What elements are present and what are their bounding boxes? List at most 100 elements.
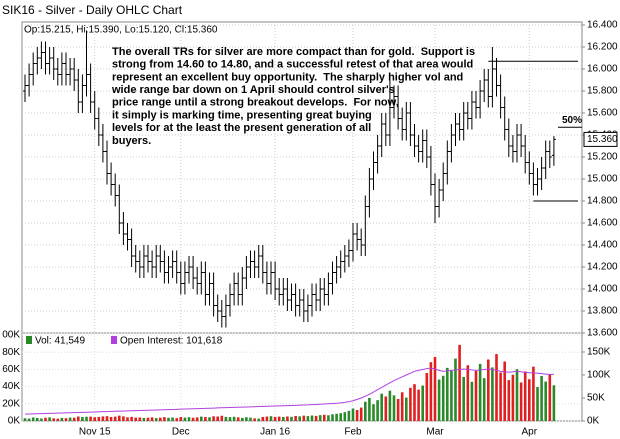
volume-bar [413,384,416,421]
ohlc-bar [293,283,298,317]
ohlc-bar [182,261,187,295]
ohlc-bar [543,140,548,179]
ohlc-bar [269,261,273,295]
ohlc-bar [539,157,544,190]
ohlc-bar [166,256,171,284]
ohlc-bar [408,102,413,146]
marker-label: 50% [562,115,582,126]
volume-bar [89,416,92,421]
ohlc-bar [404,102,409,141]
volume-bar [282,417,285,421]
ohlc-bar [39,41,44,69]
ohlc-bar [355,223,360,251]
volume-bar [159,417,162,421]
x-tick-label: Dec [172,427,190,438]
oi-legend-swatch [111,336,117,344]
ohlc-bar [96,107,101,146]
ohlc-bar [68,58,73,86]
volume-bar [122,416,125,421]
ohlc-bar [437,179,442,218]
volume-bar [232,416,236,421]
ohlc-bar [527,151,532,185]
ohlc-bar [47,47,52,75]
volume-bar [241,417,244,421]
volume-bar [142,417,146,421]
ohlc-bar [363,195,368,256]
volume-bar [60,417,64,421]
volume-bar [175,418,178,421]
ohlc-bar [469,91,474,130]
volume-bar [44,417,47,421]
y-tick-label: 13.800 [587,306,618,317]
volume-bar [236,417,240,421]
volume-bar [208,417,211,421]
last-price-box [583,131,618,147]
ohlc-bar [494,58,499,97]
volume-bar [64,418,68,421]
chart-title: SIK16 - Silver - Daily OHLC Chart [2,3,183,17]
volume-tick-label: 80K [2,347,20,358]
volume-bar [425,373,429,421]
volume-bar [40,418,43,421]
volume-bar [318,415,322,421]
annotation-line: wide range bar down on 1 April should co… [111,84,395,96]
ohlc-bar [531,162,536,196]
volume-bar [437,379,441,421]
ohlc-bar [27,63,32,97]
ohlc-bar [535,168,540,196]
volume-bar [466,365,470,421]
ohlc-bar [244,256,249,289]
y-tick-label: 15.600 [587,108,618,119]
ohlc-bar [236,272,241,306]
volume-bar [204,416,207,421]
ohlc-bar [457,113,462,141]
y-tick-label: 16.000 [587,64,618,75]
ohlc-bar [515,124,519,163]
volume-bar [118,415,121,421]
open-interest-line [24,367,554,415]
y-tick-label: 14.400 [587,240,618,251]
volume-bar [93,417,96,421]
volume-bar [364,401,367,421]
annotation-line: it simply is marking time, presenting gr… [112,109,372,121]
ohlc-bar [330,261,335,295]
volume-bar [380,393,383,421]
ohlc-bar [486,69,491,108]
volume-bar [474,370,478,421]
volume-bar [499,372,502,421]
ohlc-bar [506,118,511,157]
annotation-line: buyers. [112,135,151,147]
ohlc-bar [453,113,458,146]
ohlc-bar [223,294,228,328]
ohlc-bar [264,261,269,295]
ohlc-bar [318,278,323,311]
volume-bar [220,415,224,421]
volume-tick-label: 20K [2,398,20,409]
volume-bar [392,395,396,421]
y-tick-label: 16.200 [587,42,618,53]
ohlc-bar [371,151,376,190]
volume-bar [228,417,232,421]
volume-bar [212,416,215,421]
ohlc-bar [498,74,503,119]
volume-legend-swatch [26,336,32,344]
x-tick-label: Mar [426,427,444,438]
ohlc-bar [383,113,388,146]
volume-bar [265,416,269,421]
volume-bar [540,375,543,421]
ohlc-bar [141,245,146,278]
volume-bar [52,418,55,421]
ohlc-bar [178,261,183,295]
volume-bar [294,416,297,421]
oi-tick-label: 150K [587,347,611,358]
ohlc-bar [133,245,138,273]
ohlc-bar [285,278,290,311]
ohlc-bar [100,124,105,163]
volume-bar [224,416,228,421]
volume-bar [376,400,379,421]
annotation-line: strong from 14.60 to 14.80, and a succes… [112,59,473,71]
ohlc-bar [240,267,245,306]
volume-panel [21,332,583,422]
volume-bar [36,417,39,421]
ohlc-bar [461,102,466,141]
